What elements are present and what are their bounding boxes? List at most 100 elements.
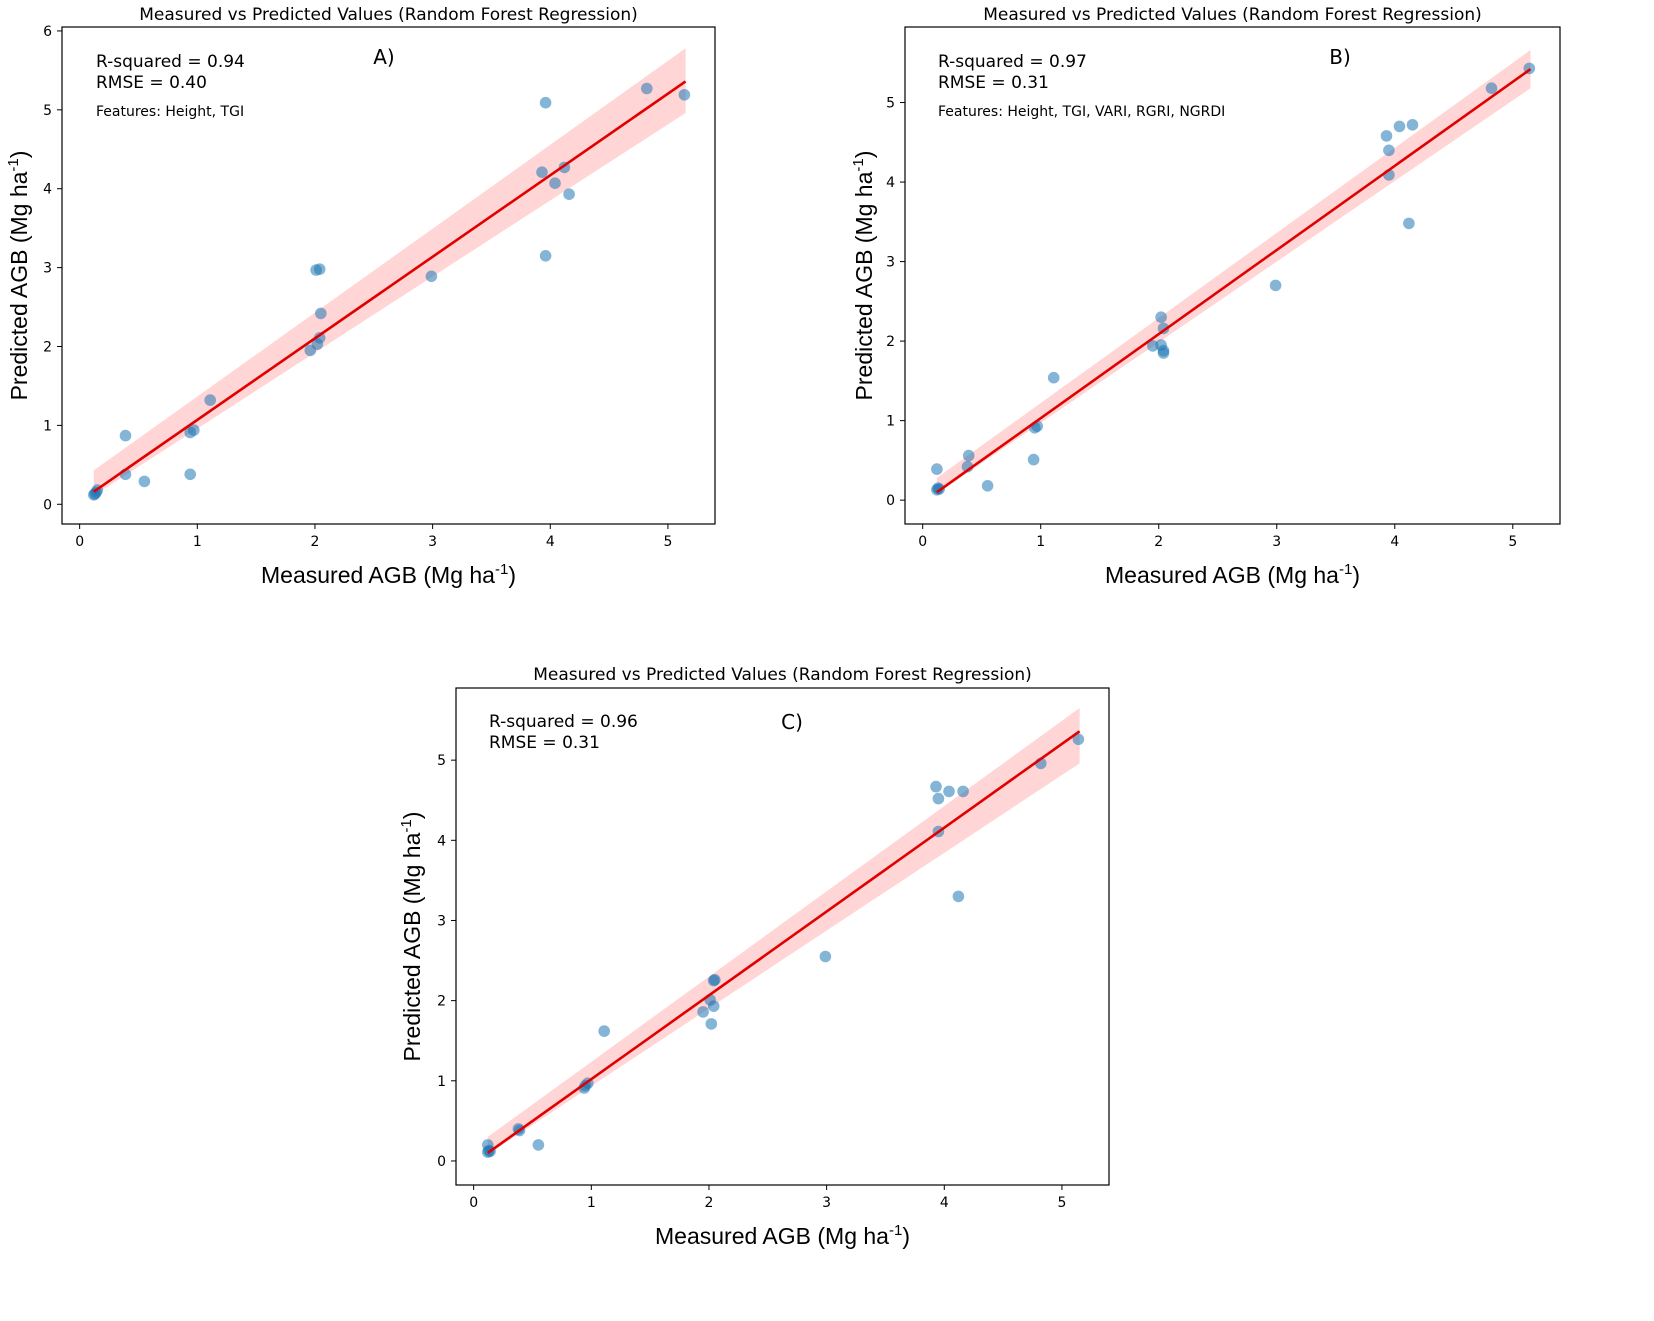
y-tick-label: 2 [886,334,895,350]
y-tick-label: 5 [43,103,52,119]
x-tick-label: 3 [822,1195,831,1211]
x-axis-label-superscript: -1 [889,1222,902,1239]
data-point [315,307,327,320]
y-axis-label: Predicted AGB (Mg ha-1) [5,151,32,401]
data-point [981,480,994,492]
features-annotation: Features: Height, TGI, VARI, RGRI, NGRDI [938,104,1225,120]
x-axis-label-text: Measured AGB (Mg ha [261,562,495,588]
data-point [1269,279,1282,292]
x-tick-label: 1 [587,1195,596,1211]
x-tick-label: 2 [311,534,320,550]
x-tick-label: 0 [75,534,84,550]
x-axis-label-close: ) [1352,562,1360,588]
panel-label: B) [1329,45,1351,69]
data-point [188,424,200,436]
x-axis-label: Measured AGB (Mg ha-1) [1105,561,1360,588]
chart-panel-c: 0 1 2 3 4 5 0 1 2 3 4 5 Measured vs Predicted Values… [398,665,1110,1249]
x-tick-label: 3 [428,534,437,550]
y-axis-label-text: Predicted AGB (Mg ha [399,832,425,1061]
y-tick-label: 6 [43,24,52,40]
x-axis-label-superscript: -1 [1339,561,1352,578]
data-point [598,1025,610,1037]
data-point [204,394,216,406]
y-tick-label: 1 [43,418,52,434]
x-tick-label: 1 [193,534,202,550]
plot-frame [904,26,1561,525]
data-point [697,1006,709,1018]
y-axis-label-superscript: -1 [5,158,22,171]
data-point [641,82,653,95]
x-tick-label: 4 [546,534,555,550]
y-tick-label: 1 [886,414,895,430]
data-point [1072,733,1085,746]
data-point [1027,453,1040,466]
data-point [1155,311,1167,324]
x-tick-label: 5 [1057,1195,1066,1211]
data-point [952,890,965,903]
x-axis-label-text: Measured AGB (Mg ha [655,1223,889,1249]
panel-label: A) [373,45,394,69]
y-tick-label: 0 [43,497,52,513]
y-axis-label-text: Predicted AGB (Mg ha [851,171,877,400]
data-point [313,263,326,276]
x-axis-label-text: Measured AGB (Mg ha [1105,562,1339,588]
data-point [709,974,721,986]
chart-panel-b: 0 1 2 3 4 5 0 1 2 3 4 5 Measured vs Predicted Values… [850,5,1561,588]
x-tick-label: 1 [1036,534,1045,550]
y-tick-label: 5 [437,753,446,769]
data-point [1403,217,1415,230]
rmse-annotation: RMSE = 0.40 [96,73,207,93]
r-squared-annotation: R-squared = 0.96 [489,712,638,732]
regression-line [487,730,1081,1154]
data-point [184,468,196,481]
x-tick-label: 4 [940,1195,949,1211]
data-point [943,785,955,798]
y-tick-label: 4 [886,175,895,191]
chart-title: Measured vs Predicted Values (Random For… [139,5,638,25]
data-point [532,1139,545,1151]
x-axis-label-close: ) [508,562,516,588]
data-point [563,188,575,200]
data-point [1485,82,1498,94]
chart-title: Measured vs Predicted Values (Random For… [533,665,1032,685]
chart-panel-a: 0 1 2 3 4 5 0 1 2 3 4 5 6 Measured vs Predicted Value… [5,5,716,588]
features-annotation: Features: Height, TGI [96,104,244,120]
x-tick-label: 2 [1154,534,1163,550]
data-point [930,780,942,793]
data-point [678,89,691,101]
y-tick-label: 1 [437,1074,446,1090]
chart-title: Measured vs Predicted Values (Random For… [983,5,1482,25]
regression-line [936,68,1532,494]
data-point [957,785,969,798]
y-tick-label: 0 [437,1154,446,1170]
data-point [536,166,548,178]
confidence-band [487,708,1080,1155]
data-point [1393,120,1406,133]
data-point [931,463,943,475]
data-point [549,177,561,189]
data-point [932,792,945,805]
data-point [1380,130,1393,142]
rmse-annotation: RMSE = 0.31 [489,733,600,753]
y-axis-label-superscript: -1 [850,158,867,171]
data-point [119,429,132,442]
y-axis-label-close: ) [851,151,877,159]
y-tick-label: 5 [886,96,895,112]
x-tick-label: 0 [918,534,927,550]
y-axis-label: Predicted AGB (Mg ha-1) [398,812,425,1062]
plot-frame [455,687,1110,1186]
x-tick-label: 5 [663,534,672,550]
y-axis-label-text: Predicted AGB (Mg ha [6,171,32,400]
confidence-band [936,50,1531,494]
y-tick-label: 4 [43,182,52,198]
plot-frame [61,26,716,525]
confidence-band [93,48,686,496]
y-tick-label: 4 [437,833,446,849]
y-tick-label: 0 [886,493,895,509]
data-point [707,1000,720,1012]
y-axis-label-close: ) [6,151,32,159]
regression-line [93,80,687,493]
x-tick-label: 2 [705,1195,714,1211]
y-axis-label-close: ) [399,812,425,820]
